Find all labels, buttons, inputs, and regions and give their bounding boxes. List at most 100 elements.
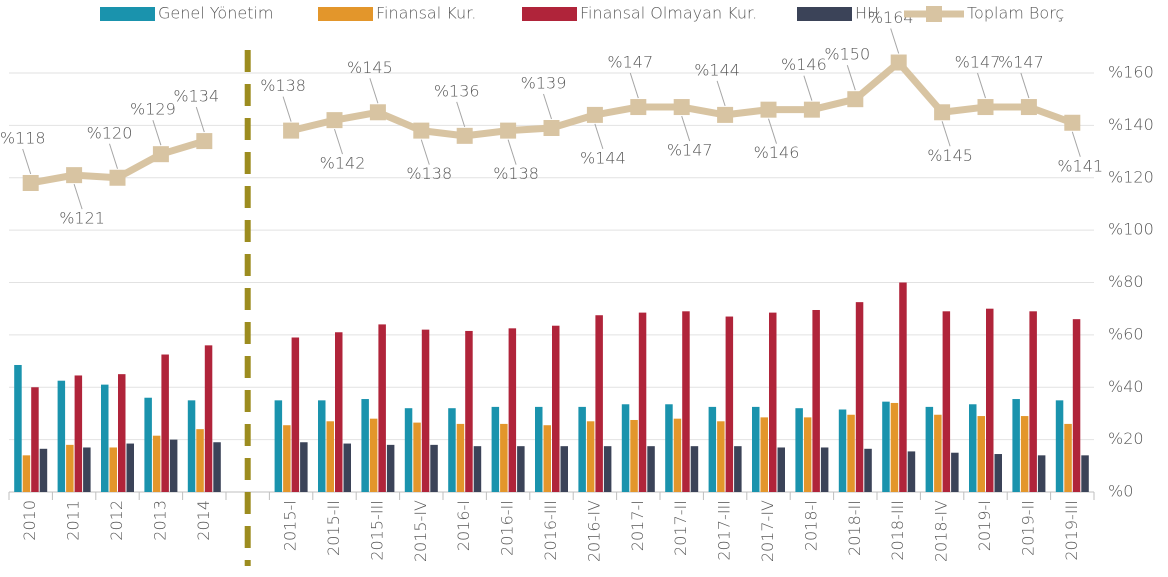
marker <box>847 91 864 108</box>
bar <box>864 448 872 492</box>
marker <box>326 112 343 129</box>
marker <box>500 122 517 139</box>
bar <box>630 419 638 492</box>
bar <box>473 446 482 492</box>
data-label: %147 <box>998 53 1044 72</box>
bar <box>126 443 134 492</box>
bar <box>760 417 768 492</box>
marker <box>196 133 213 150</box>
bar <box>942 311 951 492</box>
bar <box>543 425 551 492</box>
bar <box>430 444 438 492</box>
bar <box>517 446 525 492</box>
bar <box>1064 423 1072 492</box>
bar <box>899 282 907 492</box>
data-label: %129 <box>130 100 176 119</box>
bar <box>421 329 430 492</box>
data-label: %145 <box>347 58 393 77</box>
bar <box>1072 319 1081 492</box>
bar <box>665 404 673 492</box>
bar <box>213 442 221 492</box>
legend-label: Finansal Olmayan Kur. <box>580 4 757 23</box>
marker <box>152 146 169 163</box>
bar <box>361 399 369 492</box>
bar <box>300 442 308 492</box>
marker <box>890 54 907 71</box>
y-tick-label: %20 <box>1108 429 1144 448</box>
leader-line <box>420 139 430 165</box>
bar <box>413 422 421 492</box>
data-label: %164 <box>868 8 914 27</box>
y-tick-label: %100 <box>1108 220 1154 239</box>
leader-line <box>977 72 986 99</box>
bar <box>161 354 169 492</box>
leader-line <box>507 139 517 165</box>
marker <box>977 99 994 116</box>
data-label: %147 <box>667 141 713 160</box>
leader-line <box>594 123 604 150</box>
bar <box>603 446 612 492</box>
leader-line <box>1071 131 1081 157</box>
leader-line <box>22 148 32 175</box>
x-tick-label: 2018-III <box>888 500 907 561</box>
leader-line <box>941 121 951 147</box>
bar <box>204 345 213 492</box>
bar <box>682 311 690 492</box>
bar <box>369 418 378 492</box>
bar <box>560 446 568 492</box>
y-tick-label: %80 <box>1108 272 1144 291</box>
x-tick-label: 2017-II <box>671 500 690 556</box>
data-label: %118 <box>0 128 46 147</box>
leader-line <box>681 115 691 142</box>
data-label: %144 <box>580 148 626 167</box>
bar <box>196 429 204 492</box>
data-label: %134 <box>173 87 219 106</box>
data-label: %142 <box>320 154 366 173</box>
leader-line <box>890 28 900 54</box>
leader-line <box>1020 72 1030 99</box>
bar <box>1055 400 1064 492</box>
x-tick-label: 2016-III <box>541 500 560 561</box>
marker <box>283 122 300 139</box>
bar <box>820 447 829 492</box>
legend-label: Toplam Borç <box>967 4 1064 23</box>
marker <box>456 127 473 144</box>
bar <box>638 312 647 492</box>
x-tick-label: 2015-IV <box>411 500 430 562</box>
bar <box>57 380 66 492</box>
bar <box>1081 455 1089 492</box>
bar <box>318 400 326 492</box>
bar <box>925 406 934 492</box>
bar <box>22 455 31 492</box>
marker <box>717 106 734 123</box>
leader-line <box>109 143 118 169</box>
legend-swatch <box>926 6 942 22</box>
bar <box>734 446 742 492</box>
leader-line <box>629 72 639 99</box>
leader-line <box>543 93 552 120</box>
bar <box>378 324 386 492</box>
x-tick-label: 2019-I <box>975 500 994 551</box>
leader-line <box>334 128 343 155</box>
bar <box>994 454 1002 492</box>
bar <box>621 404 630 492</box>
y-tick-label: %0 <box>1108 482 1133 501</box>
bar <box>291 337 300 492</box>
legend-label: Genel Yönetim <box>158 4 273 23</box>
y-tick-label: %120 <box>1108 167 1154 186</box>
data-label: %147 <box>607 53 653 72</box>
bar <box>578 406 586 492</box>
legend-label: Finansal Kur. <box>376 4 476 23</box>
bar <box>118 374 126 492</box>
x-tick-label: 2014 <box>194 500 213 541</box>
bar <box>74 375 83 492</box>
legend-swatch <box>522 7 577 21</box>
bar <box>969 404 977 492</box>
bar <box>847 414 855 492</box>
data-label: %136 <box>434 81 480 100</box>
legend-label: HH <box>855 4 879 23</box>
x-tick-label: 2017-IV <box>758 500 777 562</box>
x-tick-label: 2017-I <box>628 500 647 551</box>
marker <box>66 167 83 184</box>
leader-line <box>195 106 205 133</box>
